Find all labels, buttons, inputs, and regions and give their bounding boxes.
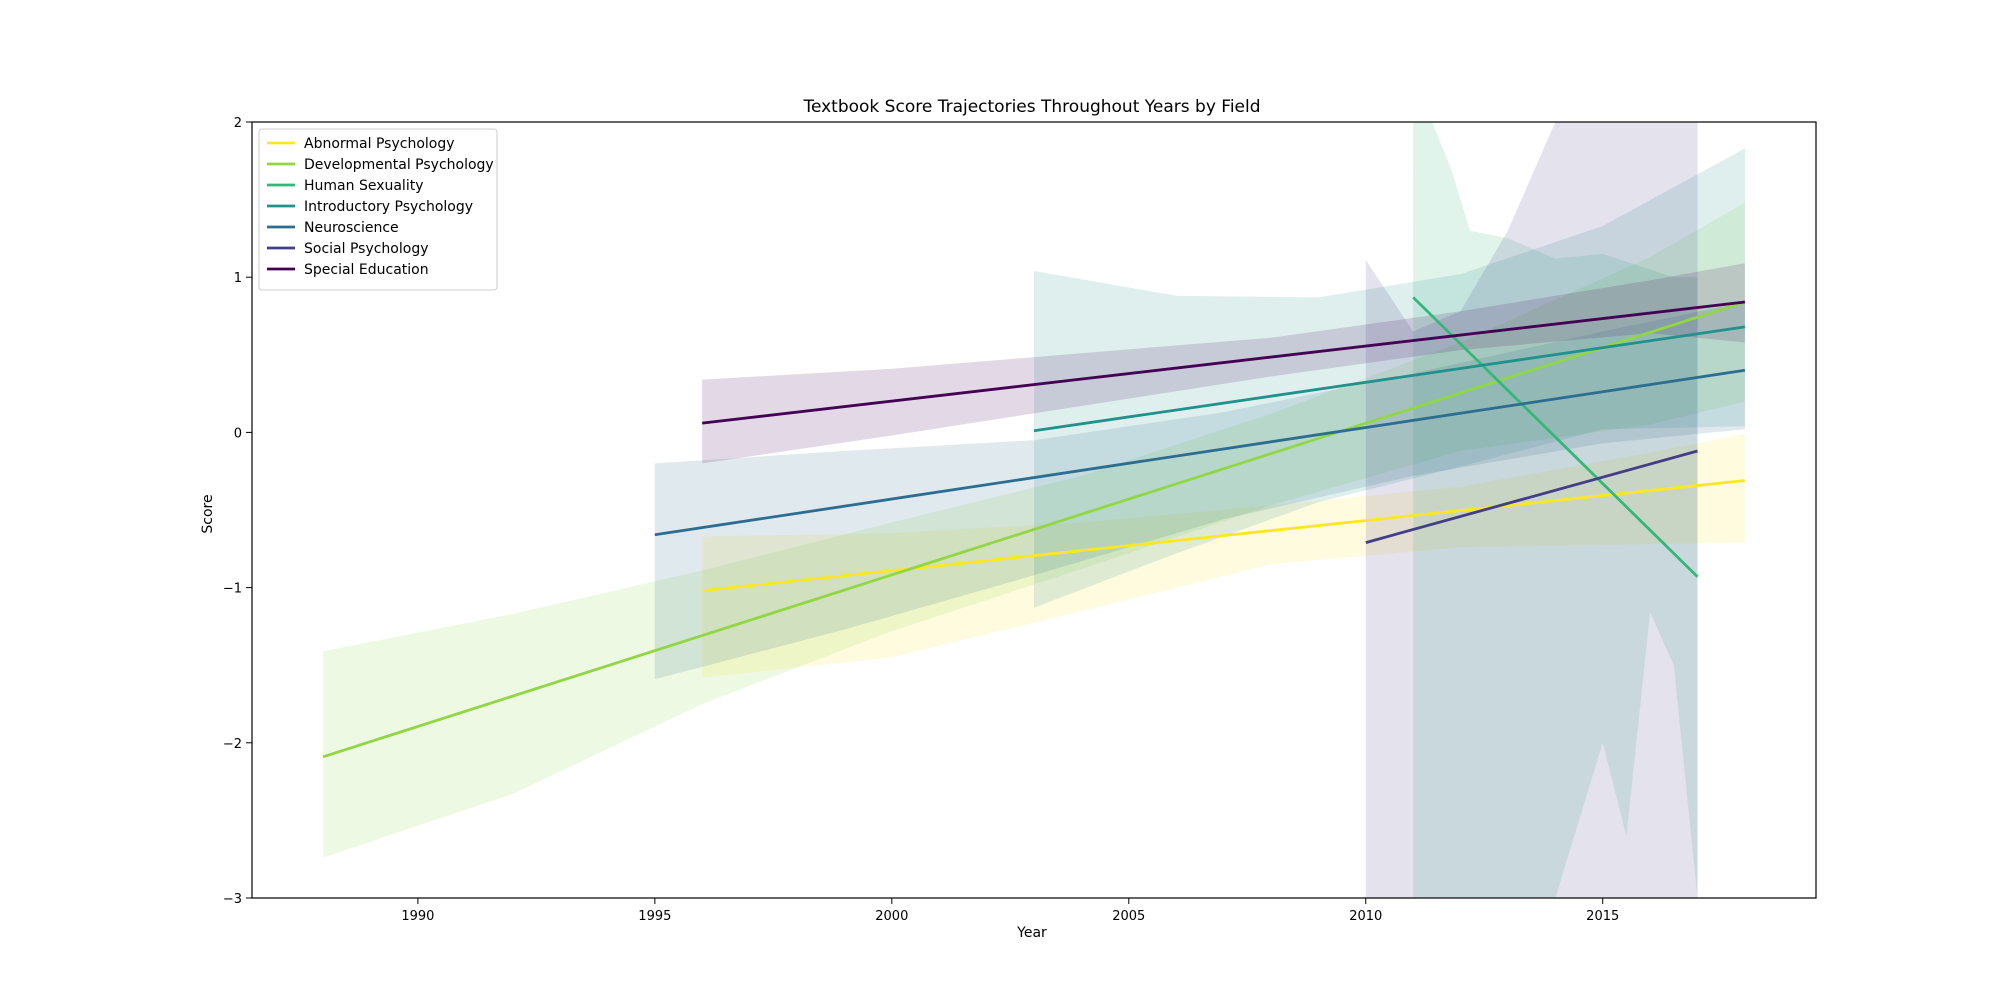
y-tick-label: −3 xyxy=(223,892,242,907)
x-tick-label: 2015 xyxy=(1586,909,1619,924)
y-axis-ticks: −3 −2 −1 0 1 2 xyxy=(223,116,252,907)
x-tick-label: 1990 xyxy=(401,909,434,924)
series-line-developmental-psychology xyxy=(322,300,1746,759)
x-axis-label: Year xyxy=(1016,925,1047,941)
y-axis-label: Score xyxy=(200,494,216,533)
band-abnormal-psychology xyxy=(702,434,1745,678)
legend-label-developmental-psychology: Developmental Psychology xyxy=(304,157,494,173)
series-line-abnormal-psychology xyxy=(702,479,1746,593)
legend-label-social-psychology: Social Psychology xyxy=(304,241,429,257)
legend-label-neuroscience: Neuroscience xyxy=(304,220,399,236)
legend: Abnormal Psychology Developmental Psychol… xyxy=(258,128,498,291)
chart-title: Textbook Score Trajectories Throughout Y… xyxy=(802,97,1260,117)
x-tick-label: 1995 xyxy=(638,909,671,924)
legend-label-abnormal-psychology: Abnormal Psychology xyxy=(304,136,455,152)
series-lines xyxy=(322,296,1746,759)
y-tick-label: −1 xyxy=(223,582,242,597)
series-line-special-education xyxy=(702,300,1746,425)
series-line-neuroscience xyxy=(654,368,1746,537)
x-tick-label: 2005 xyxy=(1112,909,1145,924)
legend-box xyxy=(258,128,498,291)
y-tick-label: 2 xyxy=(234,116,242,131)
x-axis-ticks: 1990 1995 2000 2005 2010 2015 xyxy=(401,898,1619,924)
series-line-human-sexuality xyxy=(1412,296,1699,578)
y-tick-label: 1 xyxy=(234,271,242,286)
x-tick-label: 2010 xyxy=(1349,909,1382,924)
x-tick-label: 2000 xyxy=(875,909,908,924)
band-neuroscience xyxy=(654,302,1745,680)
legend-label-human-sexuality: Human Sexuality xyxy=(304,178,424,194)
plot-frame xyxy=(251,121,1817,899)
confidence-bands xyxy=(323,122,1745,898)
y-tick-label: −2 xyxy=(223,737,242,752)
legend-label-special-education: Special Education xyxy=(304,262,429,278)
legend-label-introductory-psychology: Introductory Psychology xyxy=(304,199,473,215)
y-tick-label: 0 xyxy=(234,426,242,441)
series-line-introductory-psychology xyxy=(1033,325,1746,433)
series-line-social-psychology xyxy=(1365,449,1698,544)
